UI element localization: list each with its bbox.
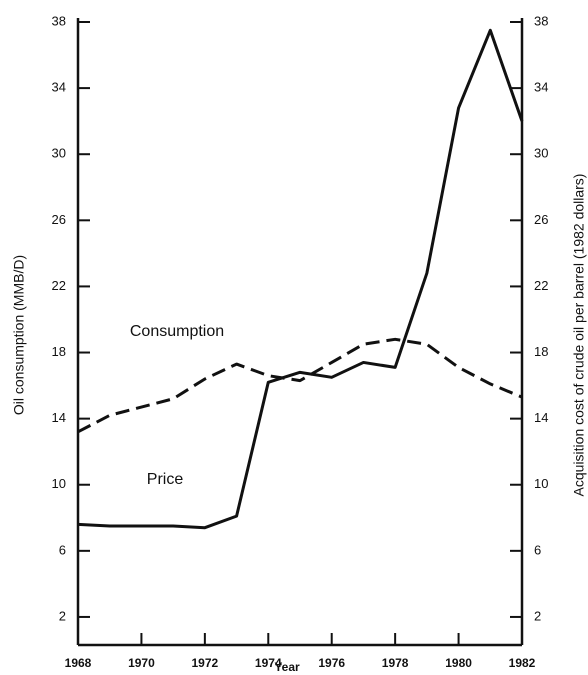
x-tick-label: 1982: [509, 656, 536, 670]
y-tick-label: 18: [52, 344, 66, 359]
series-line: [77, 28, 524, 530]
y-tick-label: 34: [52, 80, 66, 95]
y2-tick-label: 38: [534, 13, 548, 28]
y-tick-label: 10: [52, 476, 66, 491]
y2-tick-label: 10: [534, 476, 548, 491]
y2-axis-label: Acquisition cost of crude oil per barrel…: [571, 174, 587, 497]
series-line: [77, 337, 523, 434]
y-tick-label: 6: [59, 542, 66, 557]
y-axis-label: Oil consumption (MMB/D): [11, 255, 27, 415]
x-tick-label: 1978: [382, 656, 409, 670]
y2-tick-label: 34: [534, 80, 548, 95]
y-tick-label: 38: [52, 13, 66, 28]
x-axis-label: Year: [274, 660, 300, 674]
y2-tick-label: 30: [534, 146, 548, 161]
y-tick-label: 26: [52, 212, 66, 227]
x-tick-label: 1980: [445, 656, 472, 670]
x-tick-label: 1972: [192, 656, 219, 670]
x-tick-label: 1974: [255, 656, 282, 670]
x-tick-label: 1976: [318, 656, 345, 670]
y2-tick-label: 26: [534, 212, 548, 227]
y-tick-label: 30: [52, 146, 66, 161]
x-tick-label: 1970: [128, 656, 155, 670]
y-tick-label: 2: [59, 608, 66, 623]
x-tick-label: 1968: [65, 656, 92, 670]
y2-tick-label: 22: [534, 278, 548, 293]
y-tick-label: 22: [52, 278, 66, 293]
y2-tick-label: 18: [534, 344, 548, 359]
y2-tick-label: 6: [534, 542, 541, 557]
y2-tick-label: 14: [534, 410, 548, 425]
annotation: Consumption: [130, 323, 224, 340]
annotation: Price: [147, 471, 184, 488]
y2-tick-label: 2: [534, 608, 541, 623]
y-tick-label: 14: [52, 410, 66, 425]
